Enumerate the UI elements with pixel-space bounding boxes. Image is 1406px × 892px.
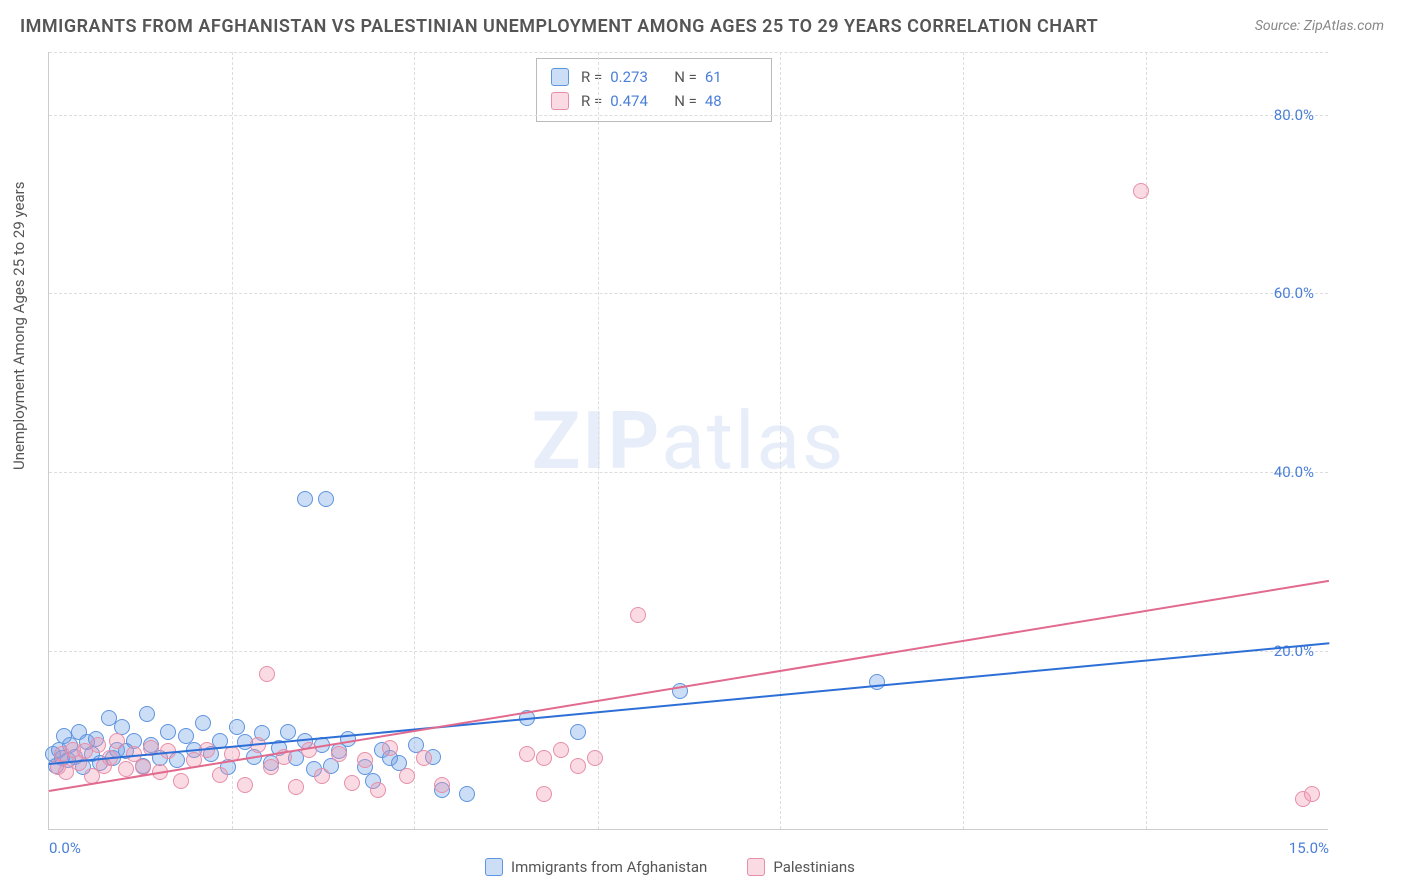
y-tick-label: 80.0% xyxy=(1274,106,1314,124)
scatter-point-palestinians xyxy=(382,740,398,756)
scatter-point-palestinians xyxy=(536,750,552,766)
scatter-point-afghanistan xyxy=(195,715,211,731)
scatter-point-palestinians xyxy=(553,742,569,758)
scatter-point-afghanistan xyxy=(280,724,296,740)
gridline xyxy=(49,651,1328,652)
gridline xyxy=(49,115,1328,116)
scatter-point-afghanistan xyxy=(318,491,334,507)
vgridline xyxy=(963,52,964,829)
scatter-point-afghanistan xyxy=(229,719,245,735)
vgridline xyxy=(1146,52,1147,829)
scatter-point-palestinians xyxy=(173,773,189,789)
source-label: Source: ZipAtlas.com xyxy=(1255,18,1384,34)
scatter-point-palestinians xyxy=(237,777,253,793)
n-value: 61 xyxy=(705,65,757,89)
scatter-point-palestinians xyxy=(399,768,415,784)
legend-item-palestinians: Palestinians xyxy=(747,858,855,876)
scatter-point-palestinians xyxy=(314,768,330,784)
trend-line-afghanistan xyxy=(49,642,1329,765)
vgridline xyxy=(780,52,781,829)
scatter-point-palestinians xyxy=(109,733,125,749)
gridline xyxy=(49,472,1328,473)
scatter-point-palestinians xyxy=(288,779,304,795)
r-label: R = xyxy=(581,65,602,89)
y-tick-label: 60.0% xyxy=(1274,284,1314,302)
gridline xyxy=(49,293,1328,294)
r-value: 0.474 xyxy=(610,89,662,113)
x-tick-label: 15.0% xyxy=(1289,839,1329,857)
r-value: 0.273 xyxy=(610,65,662,89)
x-tick-label: 0.0% xyxy=(49,839,81,857)
chart-title: IMMIGRANTS FROM AFGHANISTAN VS PALESTINI… xyxy=(20,16,1098,37)
scatter-point-palestinians xyxy=(587,750,603,766)
watermark-rest: atlas xyxy=(661,394,845,488)
legend-label: Palestinians xyxy=(773,858,855,876)
scatter-point-afghanistan xyxy=(869,674,885,690)
scatter-point-afghanistan xyxy=(459,786,475,802)
legend-swatch xyxy=(551,92,569,110)
y-axis-label: Unemployment Among Ages 25 to 29 years xyxy=(10,182,28,470)
scatter-point-palestinians xyxy=(1304,786,1320,802)
scatter-point-afghanistan xyxy=(297,491,313,507)
legend-swatch xyxy=(747,858,765,876)
scatter-point-palestinians xyxy=(331,746,347,762)
scatter-point-afghanistan xyxy=(340,731,356,747)
scatter-point-palestinians xyxy=(357,752,373,768)
stats-box: R = 0.273 N = 61 R = 0.474 N = 48 xyxy=(536,58,772,122)
plot-area: ZIPatlas R =0.273N =61R =0.474N =48 20.0… xyxy=(48,52,1328,830)
scatter-point-palestinians xyxy=(344,775,360,791)
scatter-point-palestinians xyxy=(212,767,228,783)
scatter-point-afghanistan xyxy=(570,724,586,740)
bottom-legend: Immigrants from Afghanistan Palestinians xyxy=(485,858,855,876)
scatter-point-palestinians xyxy=(263,759,279,775)
scatter-point-palestinians xyxy=(370,782,386,798)
watermark: ZIPatlas xyxy=(532,394,845,488)
scatter-point-palestinians xyxy=(434,777,450,793)
scatter-point-palestinians xyxy=(1133,183,1149,199)
r-label: R = xyxy=(581,89,602,113)
scatter-point-palestinians xyxy=(630,607,646,623)
legend-swatch xyxy=(485,858,503,876)
stats-row-afghanistan: R = 0.273 N = 61 xyxy=(551,65,757,89)
scatter-point-palestinians xyxy=(90,737,106,753)
scatter-point-afghanistan xyxy=(139,706,155,722)
scatter-point-palestinians xyxy=(536,786,552,802)
legend-swatch xyxy=(551,68,569,86)
watermark-bold: ZIP xyxy=(532,394,662,488)
scatter-point-palestinians xyxy=(259,666,275,682)
scatter-point-palestinians xyxy=(570,758,586,774)
y-tick-label: 40.0% xyxy=(1274,463,1314,481)
n-label: N = xyxy=(674,89,697,113)
stats-row-palestinians: R = 0.474 N = 48 xyxy=(551,89,757,113)
n-label: N = xyxy=(674,65,697,89)
vgridline xyxy=(414,52,415,829)
gridline xyxy=(49,52,1328,53)
trend-line-palestinians xyxy=(49,580,1329,792)
legend-label: Immigrants from Afghanistan xyxy=(511,858,707,876)
scatter-point-palestinians xyxy=(416,750,432,766)
n-value: 48 xyxy=(705,89,757,113)
scatter-point-afghanistan xyxy=(160,724,176,740)
legend-item-afghanistan: Immigrants from Afghanistan xyxy=(485,858,707,876)
scatter-point-palestinians xyxy=(519,746,535,762)
vgridline xyxy=(232,52,233,829)
scatter-point-palestinians xyxy=(118,761,134,777)
